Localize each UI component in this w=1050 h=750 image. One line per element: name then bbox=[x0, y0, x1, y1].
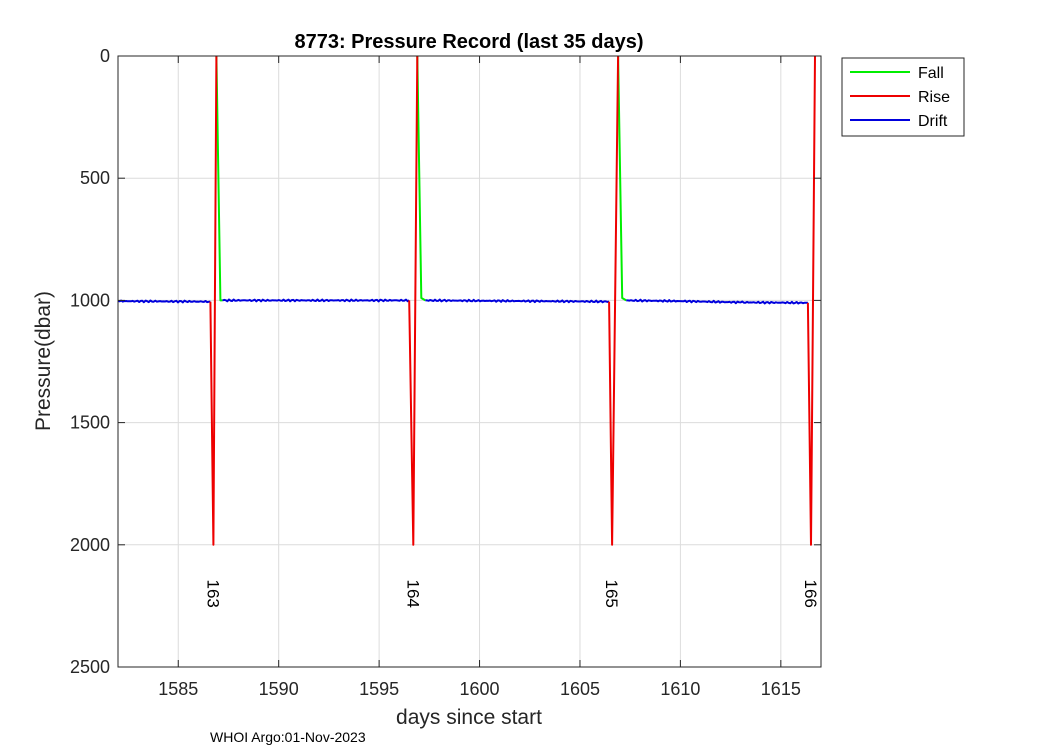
series-line-rise bbox=[209, 55, 218, 546]
legend-label-rise: Rise bbox=[918, 89, 950, 106]
legend-label-drift: Drift bbox=[918, 113, 948, 130]
series-line-drift bbox=[222, 298, 410, 303]
series-rise bbox=[209, 55, 816, 546]
x-tick-label: 1610 bbox=[660, 679, 700, 699]
y-tick-label: 2500 bbox=[70, 657, 110, 677]
plot-area bbox=[118, 56, 821, 667]
x-tick-label: 1595 bbox=[359, 679, 399, 699]
chart-title: 8773: Pressure Record (last 35 days) bbox=[294, 31, 643, 53]
cycle-label: 163 bbox=[203, 579, 222, 607]
series-line-drift bbox=[626, 298, 808, 305]
cycle-label: 164 bbox=[403, 579, 422, 607]
series-line-drift bbox=[425, 298, 610, 304]
series-line-fall bbox=[416, 55, 426, 302]
series-line-rise bbox=[608, 55, 620, 546]
series-layer bbox=[117, 55, 816, 546]
y-axis-label: Pressure(dbar) bbox=[32, 291, 55, 431]
series-line-rise bbox=[806, 55, 816, 546]
x-tick-label: 1605 bbox=[560, 679, 600, 699]
y-tick-label: 1000 bbox=[70, 290, 110, 310]
cycle-label: 166 bbox=[801, 579, 820, 607]
x-tick-label: 1590 bbox=[259, 679, 299, 699]
series-line-rise bbox=[408, 55, 419, 546]
y-tick-label: 2000 bbox=[70, 535, 110, 555]
series-line-drift bbox=[117, 299, 211, 304]
series-line-fall bbox=[215, 55, 223, 302]
x-tick-label: 1600 bbox=[460, 679, 500, 699]
axis-ticks: 1585 1590 1595 1600 1605 1610 1615 0 500 1000 1500… bbox=[70, 46, 821, 699]
y-tick-label: 500 bbox=[80, 168, 110, 188]
series-fall bbox=[215, 55, 627, 302]
y-tick-label: 1500 bbox=[70, 413, 110, 433]
x-axis-label: days since start bbox=[396, 706, 542, 729]
cycle-annotations: 163 164 165 166 bbox=[203, 579, 820, 607]
y-tick-label: 0 bbox=[100, 46, 110, 66]
x-tick-label: 1585 bbox=[158, 679, 198, 699]
legend-label-fall: Fall bbox=[918, 65, 944, 82]
x-tick-label: 1615 bbox=[761, 679, 801, 699]
legend: Fall Rise Drift bbox=[841, 57, 965, 137]
cycle-label: 165 bbox=[602, 579, 621, 607]
series-drift bbox=[117, 298, 808, 305]
footer-text: WHOI Argo:01-Nov-2023 bbox=[210, 729, 366, 745]
series-line-fall bbox=[617, 55, 627, 302]
plot-frame bbox=[117, 55, 822, 668]
